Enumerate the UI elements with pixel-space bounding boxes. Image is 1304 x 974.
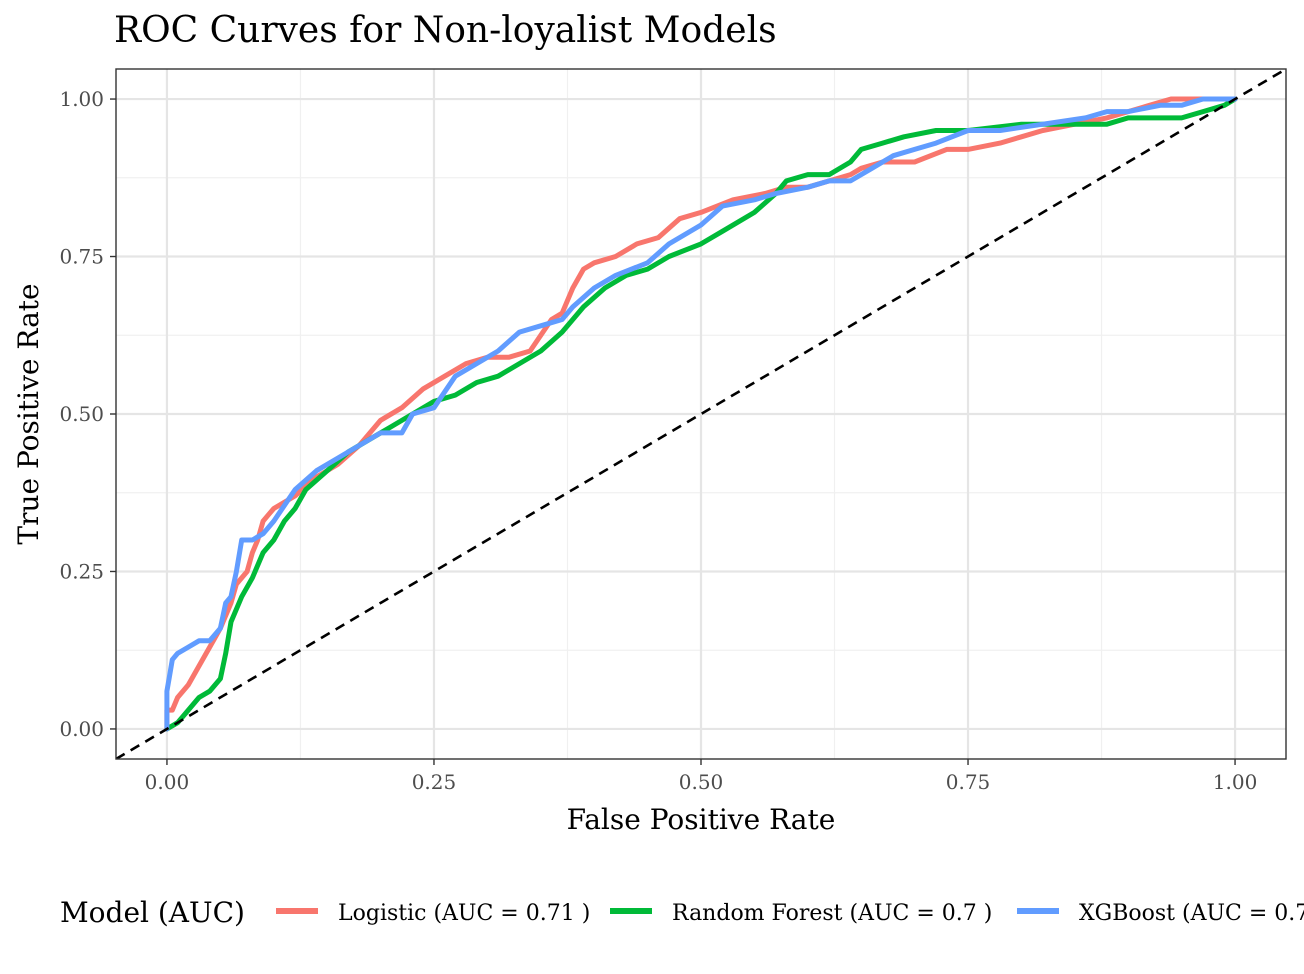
legend-items: Logistic (AUC = 0.71 ) Random Forest (AUC…: [276, 901, 1304, 926]
y-tick-label: 1.00: [59, 87, 104, 111]
series-line-0: [164, 96, 1238, 732]
y-tick-label: 0.25: [59, 559, 104, 583]
y-tick-label: 0.00: [59, 717, 104, 741]
legend: Model (AUC) Logistic (AUC = 0.71 ) Random…: [60, 896, 1304, 929]
legend-title: Model (AUC): [60, 896, 245, 929]
axes-layer: 0.00 0.25 0.50 0.75 1.00 0.00 0.25 0.50 0.75 1.00: [59, 87, 1257, 794]
legend-label-1: Random Forest (AUC = 0.7 ): [672, 901, 992, 926]
x-tick-label: 0.25: [412, 770, 457, 794]
grid-layer: [116, 69, 1286, 759]
series-layer: [116, 69, 1286, 759]
chart-title: ROC Curves for Non-loyalist Models: [114, 10, 777, 51]
y-axis-title: True Positive Rate: [12, 283, 45, 544]
x-axis-title: False Positive Rate: [567, 803, 836, 836]
y-tick-label: 0.50: [59, 402, 104, 426]
y-tick-label: 0.75: [59, 245, 104, 269]
reference-diagonal-line: [116, 69, 1286, 759]
legend-label-2: XGBoost (AUC = 0.7: [1079, 901, 1304, 926]
legend-label-0: Logistic (AUC = 0.71 ): [338, 901, 590, 926]
x-tick-label: 0.00: [145, 770, 190, 794]
x-tick-label: 0.75: [946, 770, 991, 794]
series-line-2: [164, 96, 1238, 732]
x-tick-label: 1.00: [1213, 770, 1258, 794]
x-tick-label: 0.50: [679, 770, 724, 794]
